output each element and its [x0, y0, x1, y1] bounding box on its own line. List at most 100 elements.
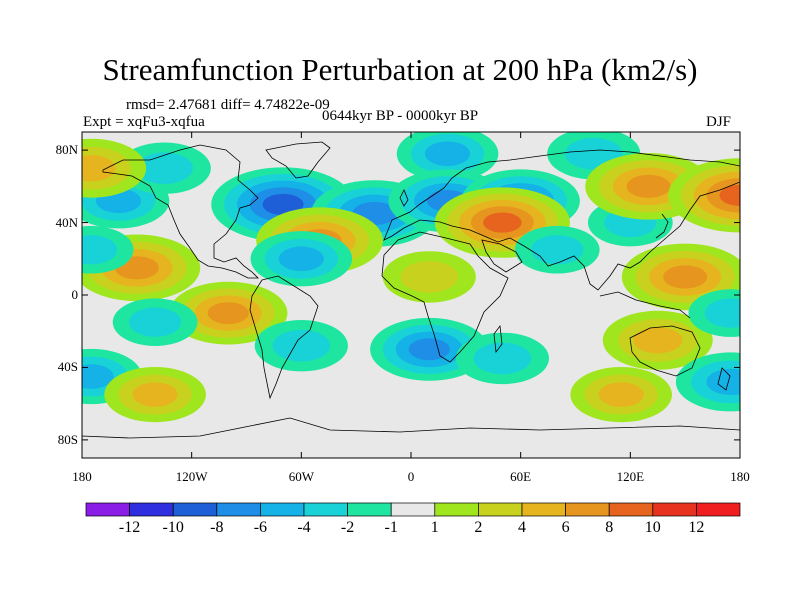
field-anomaly — [82, 225, 134, 274]
coast-indonesia — [599, 291, 691, 319]
colorbar-label: 10 — [644, 519, 661, 536]
field-anomaly — [396, 132, 499, 182]
contour-band — [473, 342, 532, 375]
contour-field — [82, 132, 740, 423]
field-anomaly — [455, 332, 549, 385]
coast-greenland — [265, 141, 331, 179]
axis-ticks — [81, 132, 741, 458]
colorbar-label: -1 — [384, 519, 398, 536]
field-anomaly — [570, 367, 672, 423]
field-anomaly — [382, 251, 476, 303]
lat-tick-label: 0 — [71, 287, 79, 302]
coast-new-zealand — [717, 367, 731, 391]
contour-band — [719, 184, 740, 206]
colorbar-swatch — [129, 502, 174, 517]
lat-tick-label: 80S — [57, 431, 78, 447]
colorbar-label: -6 — [253, 519, 268, 536]
lat-tick-label: 80N — [55, 142, 78, 158]
contour-band — [207, 302, 249, 325]
colorbar-swatch — [434, 502, 479, 517]
field-anomaly — [514, 225, 600, 274]
coast-madagascar — [493, 324, 503, 354]
contour-band — [400, 261, 458, 293]
lon-tick-label: 120W — [175, 469, 208, 484]
coast-arabia — [481, 239, 523, 273]
colorbar-label: -10 — [162, 519, 184, 536]
lon-tick-label: 60W — [288, 469, 314, 484]
contour-band — [82, 235, 118, 265]
contour-band — [278, 246, 324, 272]
contour-band — [132, 382, 178, 407]
coast-australia — [629, 325, 701, 377]
lon-tick-label: 120E — [616, 469, 645, 484]
contour-band — [704, 298, 740, 328]
colorbar-swatch — [347, 502, 392, 517]
coast-eurasia — [383, 149, 740, 291]
colorbar — [85, 502, 741, 517]
coast-north-america — [102, 144, 259, 279]
colorbar-swatch — [303, 502, 348, 517]
colorbar-swatch — [478, 502, 523, 517]
field-anomaly — [668, 158, 740, 233]
lat-tick-label: 40N — [55, 214, 78, 230]
contour-band — [598, 382, 644, 407]
lat-tick-label: 40S — [57, 359, 78, 375]
coast-uk — [399, 189, 409, 207]
coastlines — [82, 141, 740, 458]
colorbar-swatch — [565, 502, 610, 517]
colorbar-label: 6 — [561, 519, 570, 536]
contour-band — [272, 329, 331, 362]
colorbar-swatch — [521, 502, 566, 517]
coast-japan — [655, 213, 669, 239]
colorbar-label: 8 — [605, 519, 614, 536]
colorbar-swatch — [652, 502, 697, 517]
colorbar-swatch — [390, 502, 436, 517]
period-label: 0644kyr BP - 0000kyr BP — [322, 108, 479, 124]
colorbar-swatch — [172, 502, 218, 517]
colorbar-label: -4 — [297, 519, 311, 536]
field-anomaly — [104, 367, 206, 423]
contour-band — [626, 174, 671, 198]
colorbar-label: -2 — [340, 519, 355, 536]
colorbar-label: -8 — [210, 519, 224, 536]
contour-band — [663, 265, 708, 289]
experiment-label: Expt = xqFu3-xqfua — [83, 114, 205, 130]
colorbar-label: -12 — [118, 519, 141, 536]
contour-band — [82, 364, 114, 389]
contour-band — [531, 235, 584, 265]
lon-tick-label: 60E — [510, 469, 532, 484]
figure-title: Streamfunction Perturbation at 200 hPa (… — [102, 52, 698, 87]
field-anomaly — [82, 138, 147, 198]
contour-band — [129, 307, 182, 337]
contour-band — [408, 338, 450, 361]
field-anomaly — [169, 281, 288, 345]
lon-tick-label: 180 — [730, 469, 750, 484]
contour-band — [262, 193, 304, 216]
field-anomaly — [254, 320, 348, 372]
field-anomaly — [688, 289, 740, 337]
field-anomaly — [82, 348, 142, 405]
field-anomaly — [250, 231, 353, 287]
lon-tick-label: 0 — [407, 469, 415, 484]
colorbar-swatch — [85, 502, 130, 517]
colorbar-swatch — [608, 502, 654, 517]
colorbar-label: 1 — [430, 519, 439, 536]
colorbar-swatch — [216, 502, 261, 517]
contour-band — [706, 368, 740, 396]
colorbar-swatch — [696, 502, 741, 517]
colorbar-label: 2 — [474, 519, 483, 536]
contour-band — [424, 141, 471, 166]
coast-antarctica — [82, 417, 740, 458]
coast-africa — [381, 231, 509, 363]
season-label: DJF — [706, 114, 732, 130]
contour-band — [633, 327, 683, 354]
colorbar-swatch — [260, 502, 305, 517]
lon-tick-label: 180 — [72, 469, 92, 484]
field-anomaly — [675, 352, 740, 412]
contour-band — [82, 155, 116, 182]
contour-band — [483, 212, 522, 233]
colorbar-label: 12 — [688, 519, 705, 536]
stats-label: rmsd= 2.47681 diff= 4.74822e-09 — [126, 97, 330, 113]
field-anomaly — [602, 310, 713, 370]
